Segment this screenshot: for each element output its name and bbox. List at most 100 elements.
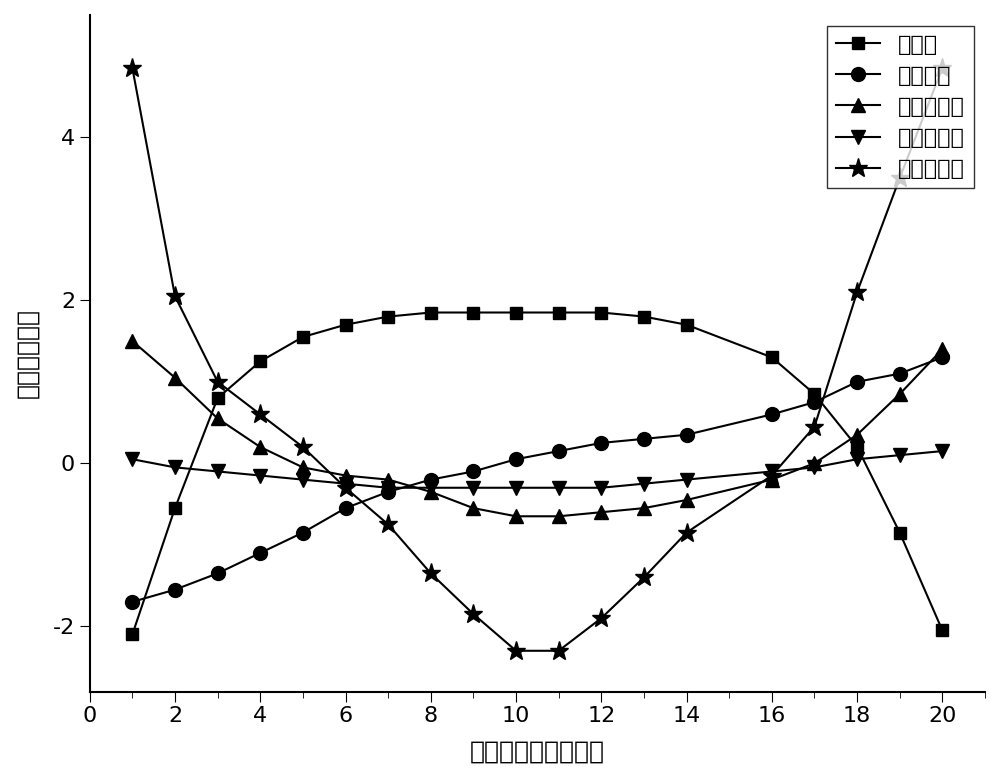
工作辊弯辊	[681, 495, 693, 505]
工作辊弯辊	[510, 512, 522, 521]
轧辊倾斜	[638, 434, 650, 443]
中间辊横移	[851, 287, 863, 297]
轧辊倾斜	[851, 377, 863, 386]
轧辊倾斜	[595, 439, 607, 448]
轧制力	[894, 528, 906, 538]
轧制力	[595, 308, 607, 317]
工作辊弯辊	[212, 414, 224, 423]
中间辊横移	[808, 422, 820, 432]
轧制力	[382, 312, 394, 321]
中间辊横移	[595, 614, 607, 623]
中间辊横移	[467, 609, 479, 619]
轧制力	[254, 357, 266, 366]
工作辊弯辊	[766, 475, 778, 485]
工作辊弯辊	[340, 471, 352, 480]
轧制力	[638, 312, 650, 321]
Y-axis label: 调控功效系数: 调控功效系数	[15, 308, 39, 398]
轧制力	[169, 503, 181, 513]
中间辊横移	[340, 483, 352, 492]
中间辊横移	[894, 174, 906, 183]
轧辊倾斜	[553, 446, 565, 456]
中间辊弯辊	[681, 475, 693, 485]
中间辊横移	[126, 63, 138, 72]
工作辊弯辊	[851, 430, 863, 439]
中间辊弯辊	[553, 483, 565, 492]
中间辊弯辊	[595, 483, 607, 492]
中间辊横移	[297, 442, 309, 452]
轧制力	[425, 308, 437, 317]
工作辊弯辊	[638, 503, 650, 513]
中间辊横移	[212, 377, 224, 386]
中间辊弯辊	[936, 446, 948, 456]
轧辊倾斜	[467, 467, 479, 476]
中间辊弯辊	[894, 450, 906, 460]
Legend: 轧制力, 轧辊倾斜, 工作辊弯辊, 中间辊弯辊, 中间辊横移: 轧制力, 轧辊倾斜, 工作辊弯辊, 中间辊弯辊, 中间辊横移	[827, 26, 974, 189]
Line: 工作辊弯辊: 工作辊弯辊	[125, 334, 949, 523]
中间辊弯辊	[340, 479, 352, 488]
轧辊倾斜	[382, 487, 394, 496]
中间辊弯辊	[297, 475, 309, 485]
轧辊倾斜	[212, 569, 224, 578]
中间辊弯辊	[169, 463, 181, 472]
轧制力	[681, 320, 693, 330]
中间辊弯辊	[212, 467, 224, 476]
轧辊倾斜	[681, 430, 693, 439]
中间辊横移	[553, 646, 565, 655]
轧制力	[126, 629, 138, 639]
中间辊横移	[254, 410, 266, 419]
工作辊弯辊	[126, 337, 138, 346]
中间辊横移	[510, 646, 522, 655]
工作辊弯辊	[425, 487, 437, 496]
中间辊弯辊	[510, 483, 522, 492]
工作辊弯辊	[553, 512, 565, 521]
Line: 轧辊倾斜: 轧辊倾斜	[125, 351, 949, 609]
轧辊倾斜	[126, 597, 138, 607]
轧辊倾斜	[766, 410, 778, 419]
中间辊弯辊	[808, 463, 820, 472]
轧制力	[766, 353, 778, 362]
中间辊横移	[425, 569, 437, 578]
中间辊弯辊	[382, 483, 394, 492]
中间辊弯辊	[766, 467, 778, 476]
工作辊弯辊	[595, 508, 607, 517]
工作辊弯辊	[297, 463, 309, 472]
轧辊倾斜	[340, 503, 352, 513]
中间辊横移	[766, 471, 778, 480]
工作辊弯辊	[169, 373, 181, 382]
中间辊弯辊	[467, 483, 479, 492]
工作辊弯辊	[467, 503, 479, 513]
轧制力	[340, 320, 352, 330]
工作辊弯辊	[808, 459, 820, 468]
Line: 中间辊弯辊: 中间辊弯辊	[125, 444, 949, 495]
轧制力	[467, 308, 479, 317]
中间辊弯辊	[425, 483, 437, 492]
轧制力	[808, 390, 820, 399]
轧辊倾斜	[808, 397, 820, 407]
Line: 轧制力: 轧制力	[126, 306, 949, 640]
轧制力	[851, 442, 863, 452]
轧辊倾斜	[254, 548, 266, 558]
工作辊弯辊	[382, 475, 394, 485]
工作辊弯辊	[894, 390, 906, 399]
轧辊倾斜	[169, 585, 181, 594]
中间辊弯辊	[126, 455, 138, 464]
中间辊横移	[681, 528, 693, 538]
轧辊倾斜	[297, 528, 309, 538]
轧辊倾斜	[425, 475, 437, 485]
轧辊倾斜	[510, 455, 522, 464]
轧辊倾斜	[936, 353, 948, 362]
工作辊弯辊	[254, 442, 266, 452]
X-axis label: 带锂宽度方向测量点: 带锂宽度方向测量点	[470, 740, 605, 764]
中间辊弯辊	[254, 471, 266, 480]
轧辊倾斜	[894, 369, 906, 379]
中间辊横移	[936, 63, 948, 72]
轧制力	[936, 626, 948, 635]
中间辊横移	[638, 573, 650, 582]
Line: 中间辊横移: 中间辊横移	[123, 58, 952, 661]
中间辊横移	[382, 520, 394, 529]
中间辊弯辊	[851, 455, 863, 464]
轧制力	[553, 308, 565, 317]
中间辊横移	[169, 291, 181, 301]
工作辊弯辊	[936, 344, 948, 354]
中间辊弯辊	[638, 479, 650, 488]
